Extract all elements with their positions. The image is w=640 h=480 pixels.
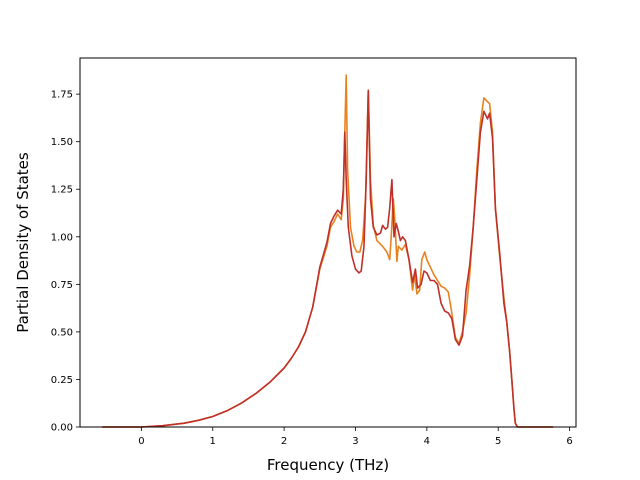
y-axis-label: Partial Density of States <box>14 152 32 333</box>
x-axis-label: Frequency (THz) <box>267 456 389 474</box>
series-line-2 <box>102 89 554 428</box>
x-tick-label: 1 <box>210 436 216 447</box>
x-tick-label: 6 <box>566 436 572 447</box>
y-axis-ticks: 0.00 0.25 0.50 0.75 1.00 1.25 1.50 1.75 <box>51 90 80 434</box>
y-tick-label: 0.50 <box>51 327 73 338</box>
y-tick-label: 0.75 <box>51 280 73 291</box>
x-tick-label: 5 <box>495 436 501 447</box>
plot-frame <box>79 57 577 428</box>
series-line-1 <box>102 74 554 428</box>
y-tick-label: 1.75 <box>51 90 73 101</box>
x-tick-label: 3 <box>352 436 358 447</box>
series-layer <box>102 74 554 428</box>
y-tick-label: 1.25 <box>51 185 73 196</box>
y-tick-label: 0.00 <box>51 423 73 434</box>
x-tick-label: 2 <box>281 436 287 447</box>
x-axis-ticks: 0 1 2 3 4 5 6 <box>138 427 573 447</box>
x-tick-label: 0 <box>138 436 144 447</box>
y-tick-label: 1.00 <box>51 232 73 243</box>
y-tick-label: 0.25 <box>51 375 73 386</box>
y-tick-label: 1.50 <box>51 137 73 148</box>
x-tick-label: 4 <box>424 436 430 447</box>
